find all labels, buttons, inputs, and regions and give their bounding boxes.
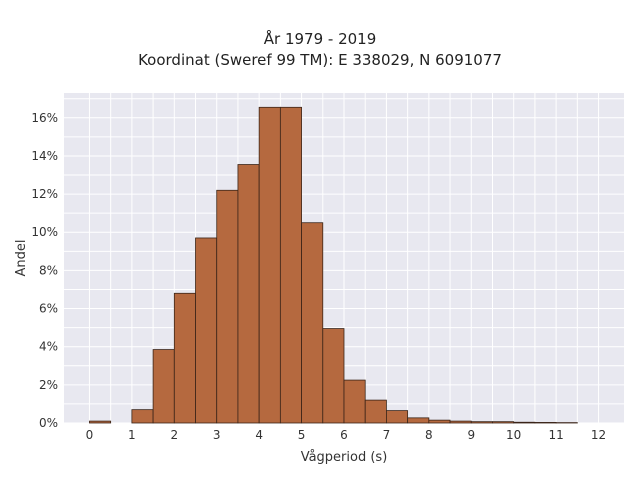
- x-tick-label: 9: [467, 428, 475, 442]
- x-axis-title: Vågperiod (s): [301, 450, 388, 465]
- x-tick-label: 8: [425, 428, 433, 442]
- x-tick-label: 4: [255, 428, 263, 442]
- histogram-bar: [449, 420, 472, 424]
- histogram-bar: [237, 164, 260, 424]
- x-tick-label: 11: [548, 428, 563, 442]
- x-tick-label: 10: [506, 428, 521, 442]
- x-tick-label: 1: [128, 428, 136, 442]
- x-tick-label: 2: [170, 428, 178, 442]
- histogram-bar: [470, 421, 493, 424]
- x-tick-label: 0: [86, 428, 94, 442]
- y-tick-label: 12%: [31, 187, 58, 201]
- histogram-bar: [89, 420, 112, 424]
- y-tick-label: 16%: [31, 111, 58, 125]
- histogram-bar: [534, 422, 557, 424]
- y-tick-label: 6%: [39, 302, 58, 316]
- y-tick-label: 10%: [31, 225, 58, 239]
- x-tick-label: 3: [213, 428, 221, 442]
- histogram-bar: [343, 379, 366, 424]
- histogram-bar: [131, 409, 154, 424]
- bars-layer: [89, 106, 578, 424]
- histogram-bar: [513, 421, 536, 424]
- histogram-bar: [301, 222, 324, 424]
- chart-title-line-2: Koordinat (Sweref 99 TM): E 338029, N 60…: [138, 51, 502, 69]
- x-tick-label: 6: [340, 428, 348, 442]
- histogram-bar: [173, 292, 196, 424]
- histogram-bar: [152, 349, 175, 424]
- y-tick-label: 8%: [39, 263, 58, 277]
- ticks-layer: 0 1 2 3 4 5 6 7 8 9 10 11 120%2%4%6%8%10%12%14%16%: [31, 111, 606, 442]
- y-tick-label: 2%: [39, 378, 58, 392]
- y-tick-label: 0%: [39, 416, 58, 430]
- histogram-bar: [386, 410, 409, 424]
- histogram-bar: [492, 421, 515, 424]
- histogram-bar: [364, 399, 387, 424]
- histogram-bar: [322, 328, 345, 424]
- y-tick-label: 4%: [39, 340, 58, 354]
- histogram-bar: [428, 419, 451, 424]
- histogram-bar: [195, 237, 218, 424]
- chart-title-line-1: År 1979 - 2019: [263, 30, 377, 48]
- x-tick-label: 5: [298, 428, 306, 442]
- histogram-bar: [258, 106, 281, 424]
- histogram-bar: [279, 106, 302, 424]
- y-axis-title: Andel: [14, 240, 29, 277]
- y-tick-label: 14%: [31, 149, 58, 163]
- x-tick-label: 7: [383, 428, 391, 442]
- histogram-bar: [407, 417, 430, 424]
- histogram-bar: [216, 189, 239, 424]
- x-tick-label: 12: [591, 428, 606, 442]
